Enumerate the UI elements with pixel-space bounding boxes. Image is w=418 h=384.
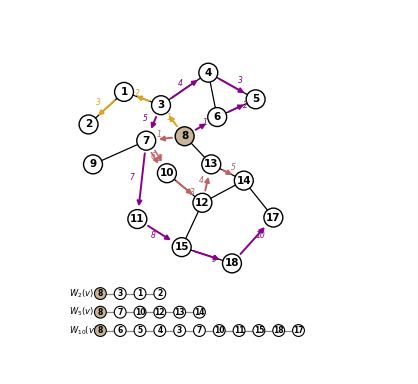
Text: 17: 17 bbox=[293, 326, 304, 335]
Text: 10: 10 bbox=[255, 232, 265, 240]
Text: 4: 4 bbox=[205, 68, 212, 78]
Circle shape bbox=[114, 306, 126, 318]
Text: $W_5(v)$: $W_5(v)$ bbox=[69, 306, 94, 318]
Circle shape bbox=[293, 324, 304, 336]
Text: 4: 4 bbox=[157, 326, 163, 335]
Text: 14: 14 bbox=[237, 175, 251, 185]
Text: 15: 15 bbox=[174, 242, 189, 252]
Circle shape bbox=[193, 193, 212, 212]
Text: 1: 1 bbox=[120, 87, 127, 97]
Circle shape bbox=[175, 127, 194, 146]
Text: 2: 2 bbox=[243, 101, 248, 110]
Text: 5: 5 bbox=[252, 94, 259, 104]
Text: 3: 3 bbox=[158, 100, 165, 110]
Circle shape bbox=[154, 306, 166, 318]
Circle shape bbox=[137, 131, 155, 150]
Text: 5: 5 bbox=[231, 163, 236, 172]
Circle shape bbox=[264, 208, 283, 227]
Circle shape bbox=[128, 210, 147, 228]
Text: 1: 1 bbox=[138, 289, 143, 298]
Circle shape bbox=[134, 306, 146, 318]
Text: 11: 11 bbox=[130, 214, 145, 224]
Text: 8: 8 bbox=[151, 232, 156, 240]
Circle shape bbox=[253, 324, 265, 336]
Text: 14: 14 bbox=[194, 308, 205, 317]
Circle shape bbox=[154, 324, 166, 336]
Circle shape bbox=[222, 254, 242, 273]
Text: 7: 7 bbox=[117, 308, 123, 317]
Text: 12: 12 bbox=[195, 198, 210, 208]
Text: 3: 3 bbox=[177, 326, 182, 335]
Text: 5: 5 bbox=[143, 114, 148, 123]
Circle shape bbox=[134, 288, 146, 300]
Circle shape bbox=[84, 155, 102, 174]
Text: 3: 3 bbox=[96, 98, 101, 108]
Circle shape bbox=[114, 324, 126, 336]
Text: 6: 6 bbox=[117, 326, 123, 335]
Circle shape bbox=[194, 324, 205, 336]
Text: 6: 6 bbox=[150, 152, 155, 161]
Text: $W_{10}(v)$: $W_{10}(v)$ bbox=[69, 324, 98, 337]
Text: 10: 10 bbox=[160, 168, 174, 178]
Text: 11: 11 bbox=[234, 326, 244, 335]
Text: 15: 15 bbox=[254, 326, 264, 335]
Text: 13: 13 bbox=[204, 159, 219, 169]
Text: 10: 10 bbox=[135, 308, 145, 317]
Text: 8: 8 bbox=[98, 326, 103, 335]
Text: 2: 2 bbox=[135, 89, 140, 98]
Circle shape bbox=[234, 171, 253, 190]
Circle shape bbox=[94, 306, 106, 318]
Text: 8: 8 bbox=[181, 131, 188, 141]
Text: 3: 3 bbox=[238, 76, 243, 84]
Text: 4: 4 bbox=[199, 176, 203, 185]
Circle shape bbox=[94, 288, 106, 300]
Text: 8: 8 bbox=[98, 289, 103, 298]
Circle shape bbox=[158, 164, 176, 183]
Circle shape bbox=[152, 96, 171, 115]
Text: 9: 9 bbox=[212, 255, 217, 264]
Circle shape bbox=[273, 324, 285, 336]
Text: 18: 18 bbox=[225, 258, 239, 268]
Circle shape bbox=[172, 238, 191, 257]
Text: 8: 8 bbox=[98, 308, 103, 317]
Text: 7: 7 bbox=[129, 173, 134, 182]
Circle shape bbox=[115, 83, 133, 101]
Circle shape bbox=[174, 306, 186, 318]
Text: 1: 1 bbox=[157, 130, 162, 139]
Circle shape bbox=[114, 288, 126, 300]
Text: 13: 13 bbox=[174, 308, 185, 317]
Circle shape bbox=[213, 324, 225, 336]
Text: 18: 18 bbox=[273, 326, 284, 335]
Text: 10: 10 bbox=[214, 326, 224, 335]
Circle shape bbox=[134, 324, 146, 336]
Circle shape bbox=[174, 324, 186, 336]
Text: 4: 4 bbox=[178, 79, 183, 88]
Circle shape bbox=[246, 90, 265, 109]
Circle shape bbox=[194, 306, 205, 318]
Text: $W_2(v)$: $W_2(v)$ bbox=[69, 287, 94, 300]
Circle shape bbox=[199, 63, 218, 82]
Text: 7: 7 bbox=[143, 136, 150, 146]
Text: 3: 3 bbox=[190, 188, 194, 197]
Text: 6: 6 bbox=[214, 112, 221, 122]
Text: 2: 2 bbox=[85, 119, 92, 129]
Circle shape bbox=[154, 288, 166, 300]
Text: 7: 7 bbox=[197, 326, 202, 335]
Text: 1: 1 bbox=[202, 118, 207, 127]
Text: 2: 2 bbox=[157, 289, 163, 298]
Text: 12: 12 bbox=[155, 308, 165, 317]
Circle shape bbox=[208, 108, 227, 126]
Text: 9: 9 bbox=[89, 159, 97, 169]
Text: 3: 3 bbox=[117, 289, 123, 298]
Circle shape bbox=[94, 324, 106, 336]
Circle shape bbox=[233, 324, 245, 336]
Circle shape bbox=[202, 155, 221, 174]
Text: 5: 5 bbox=[138, 326, 143, 335]
Text: 1: 1 bbox=[166, 113, 171, 122]
Text: 17: 17 bbox=[266, 213, 280, 223]
Circle shape bbox=[79, 115, 98, 134]
Text: 2: 2 bbox=[158, 154, 163, 163]
